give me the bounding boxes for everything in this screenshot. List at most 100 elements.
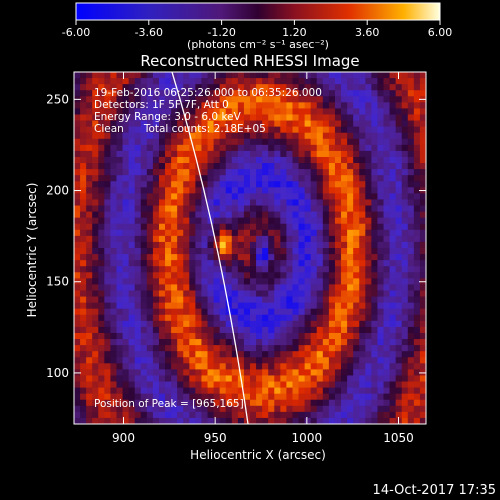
- heatmap-cell: [268, 254, 275, 261]
- heatmap-cell: [304, 302, 312, 310]
- heatmap-cell: [134, 96, 142, 103]
- heatmap-cell: [152, 150, 160, 158]
- heatmap-cell: [231, 351, 239, 358]
- heatmap-cell: [280, 284, 287, 291]
- heatmap-cell: [365, 90, 372, 97]
- heatmap-cell: [334, 278, 342, 285]
- heatmap-cell: [165, 369, 172, 376]
- heatmap-cell: [413, 393, 421, 401]
- heatmap-cell: [116, 144, 123, 152]
- heatmap-cell: [274, 120, 281, 128]
- heatmap-cell: [243, 156, 251, 164]
- heatmap-cell: [341, 399, 348, 407]
- heatmap-cell: [365, 156, 372, 164]
- heatmap-cell: [237, 193, 245, 200]
- heatmap-cell: [389, 381, 397, 388]
- heatmap-cell: [152, 417, 160, 424]
- heatmap-cell: [292, 393, 299, 401]
- heatmap-cell: [134, 229, 142, 237]
- heatmap-cell: [140, 223, 148, 231]
- heatmap-cell: [201, 211, 208, 219]
- heatmap-cell: [80, 363, 87, 370]
- heatmap-cell: [171, 150, 178, 158]
- heatmap-cell: [316, 351, 324, 358]
- heatmap-cell: [365, 217, 372, 225]
- heatmap-cell: [92, 290, 99, 297]
- heatmap-cell: [183, 199, 190, 206]
- heatmap-cell: [110, 405, 117, 413]
- heatmap-cell: [92, 284, 99, 291]
- heatmap-cell: [225, 332, 233, 340]
- heatmap-cell: [201, 102, 208, 109]
- heatmap-cell: [383, 90, 390, 97]
- heatmap-cell: [128, 266, 136, 273]
- heatmap-cell: [158, 205, 166, 212]
- heatmap-cell: [165, 78, 172, 85]
- heatmap-cell: [262, 78, 269, 85]
- heatmap-cell: [334, 144, 342, 152]
- heatmap-cell: [171, 175, 178, 182]
- heatmap-cell: [146, 345, 154, 352]
- heatmap-cell: [377, 387, 384, 395]
- heatmap-cell: [110, 150, 117, 158]
- heatmap-cell: [322, 144, 330, 152]
- heatmap-cell: [322, 211, 330, 219]
- heatmap-cell: [298, 357, 306, 364]
- heatmap-cell: [110, 229, 117, 237]
- heatmap-cell: [389, 120, 397, 128]
- heatmap-cell: [334, 108, 342, 115]
- heatmap-cell: [177, 393, 184, 401]
- heatmap-cell: [140, 417, 148, 424]
- heatmap-cell: [256, 387, 263, 395]
- heatmap-cell: [256, 163, 263, 170]
- heatmap-cell: [80, 405, 87, 413]
- heatmap-cell: [189, 308, 196, 316]
- heatmap-cell: [341, 369, 348, 376]
- heatmap-cell: [395, 302, 403, 310]
- heatmap-cell: [237, 229, 245, 237]
- heatmap-cell: [237, 411, 245, 419]
- heatmap-cell: [92, 405, 99, 413]
- heatmap-cell: [377, 163, 384, 170]
- heatmap-cell: [359, 205, 366, 212]
- heatmap-cell: [237, 405, 245, 413]
- heatmap-cell: [128, 405, 136, 413]
- heatmap-cell: [407, 351, 415, 358]
- heatmap-cell: [359, 260, 366, 267]
- heatmap-cell: [165, 169, 172, 176]
- heatmap-cell: [292, 199, 299, 206]
- heatmap-cell: [237, 320, 245, 328]
- heatmap-cell: [183, 369, 190, 376]
- heatmap-cell: [219, 175, 227, 182]
- heatmap-cell: [122, 254, 130, 261]
- heatmap-cell: [322, 290, 330, 297]
- heatmap-cell: [401, 175, 409, 182]
- heatmap-cell: [359, 211, 366, 219]
- heatmap-cell: [98, 339, 105, 346]
- heatmap-cell: [213, 114, 221, 121]
- heatmap-cell: [140, 387, 148, 395]
- heatmap-cell: [413, 96, 421, 103]
- heatmap-cell: [98, 211, 105, 219]
- heatmap-cell: [116, 320, 123, 328]
- colorbar-tick-label: 1.20: [282, 26, 307, 39]
- heatmap-cell: [183, 84, 190, 91]
- heatmap-cell: [371, 199, 378, 206]
- heatmap-cell: [383, 266, 390, 273]
- heatmap-cell: [274, 132, 281, 140]
- heatmap-cell: [128, 290, 136, 297]
- heatmap-cell: [80, 290, 87, 297]
- heatmap-cell: [122, 223, 130, 231]
- heatmap-cell: [383, 102, 390, 109]
- heatmap-cell: [268, 296, 275, 304]
- heatmap-cell: [92, 417, 99, 424]
- heatmap-cell: [158, 357, 166, 364]
- heatmap-cell: [183, 235, 190, 243]
- heatmap-cell: [165, 96, 172, 103]
- heatmap-cell: [122, 205, 130, 212]
- heatmap-cell: [286, 417, 293, 424]
- heatmap-cell: [140, 351, 148, 358]
- heatmap-cell: [389, 181, 397, 188]
- heatmap-cell: [237, 417, 245, 424]
- heatmap-cell: [365, 248, 372, 255]
